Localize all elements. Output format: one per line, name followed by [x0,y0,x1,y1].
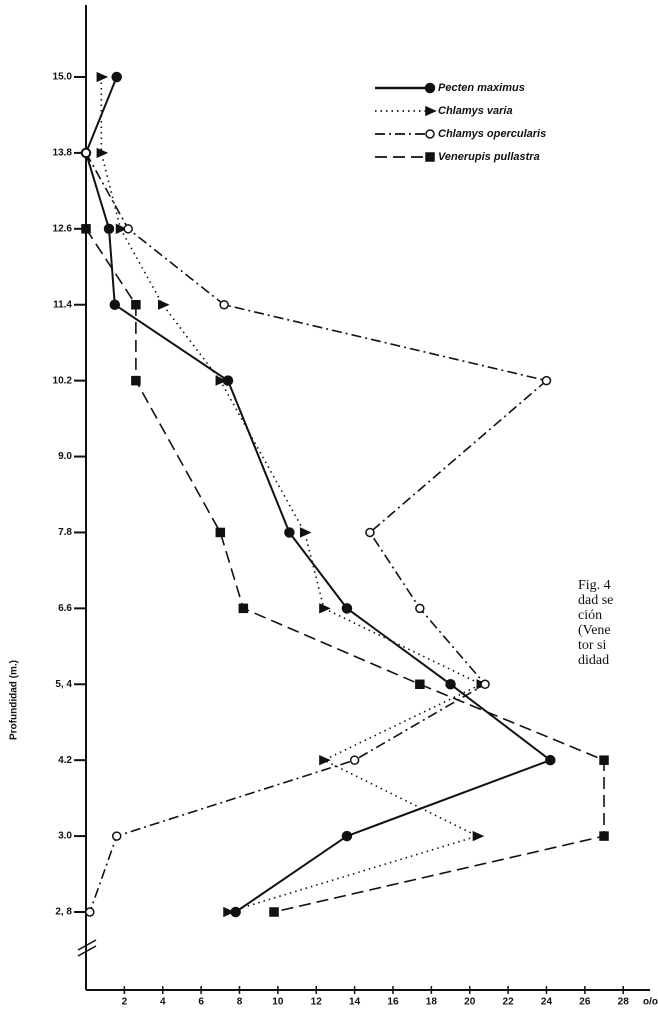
side-text: ción [578,608,602,623]
point [109,299,121,310]
point [215,375,228,386]
y-tick-label: 10.2 [53,375,73,386]
y-tick-label: 4.2 [58,755,72,766]
point [599,831,609,841]
point [319,603,331,614]
y-tick-label: 6.6 [58,603,72,614]
x-unit-label: o/o [643,997,658,1008]
point [131,375,141,386]
point [223,906,235,918]
x-tick-label: 16 [387,997,399,1008]
side-text: tor si [578,638,607,653]
x-tick-label: 28 [618,997,630,1008]
side-text: Fig. 4 [578,578,611,593]
point [111,71,122,83]
point [424,82,436,94]
y-tick-label: 9.0 [58,451,72,462]
point [103,223,115,235]
x-tick-label: 12 [311,997,323,1008]
point [425,152,435,162]
y-tick-label: 15.0 [53,72,73,83]
point [445,679,456,690]
x-tick-label: 20 [464,997,476,1008]
legend-label: Chlamys opercularis [438,128,546,140]
x-tick-label: 26 [579,997,591,1008]
series-line [84,76,553,913]
x-tick-label: 6 [198,997,204,1008]
point [131,299,141,310]
x-tick-label: 4 [160,997,166,1008]
x-tick-label: 22 [503,997,515,1008]
y-tick-label: 3.0 [58,831,72,842]
y-tick-label: 13.8 [53,148,73,159]
side-text: didad [578,653,609,668]
point [81,224,91,234]
axis-break [77,939,97,951]
axis-break [77,945,97,957]
point [319,755,331,766]
series-line [100,77,484,913]
point [480,679,490,690]
point [215,527,226,538]
point [599,755,609,765]
point [219,299,229,310]
point [541,375,552,386]
series-line [85,152,549,913]
x-tick-label: 24 [541,997,553,1008]
point [425,105,437,117]
point [81,148,91,158]
point [472,830,485,842]
point [111,831,122,841]
point [415,603,425,614]
x-tick-label: 2 [122,997,128,1008]
point [85,907,95,917]
point [341,603,353,614]
y-tick-label: 11.4 [53,299,72,310]
point [299,527,312,538]
point [157,299,170,310]
point [349,755,360,765]
point [425,129,435,139]
y-tick-label: 5, 4 [55,679,72,690]
point [238,603,249,614]
point [341,830,353,842]
series-line [85,228,605,913]
y-tick-label: 12.6 [53,223,73,234]
point [415,679,425,690]
side-text: dad se [578,593,613,608]
point [365,527,375,538]
point [123,224,133,234]
x-tick-label: 10 [272,997,284,1008]
x-tick-label: 18 [426,997,438,1008]
x-tick-label: 14 [349,997,361,1008]
point [96,147,109,159]
point [115,223,128,234]
legend-label: Venerupis pullastra [438,151,540,163]
y-tick-label: 2, 8 [55,907,72,918]
point [269,907,279,917]
side-text: (Vene [578,623,611,638]
point [284,527,295,538]
y-tick-label: 7.8 [58,527,72,538]
x-tick-label: 8 [237,997,243,1008]
y-axis-title: Profundidad (m.) [9,660,20,740]
point [545,754,556,766]
legend-label: Chlamys varia [438,105,513,117]
point [96,71,109,83]
legend-label: Pecten maximus [438,82,525,94]
